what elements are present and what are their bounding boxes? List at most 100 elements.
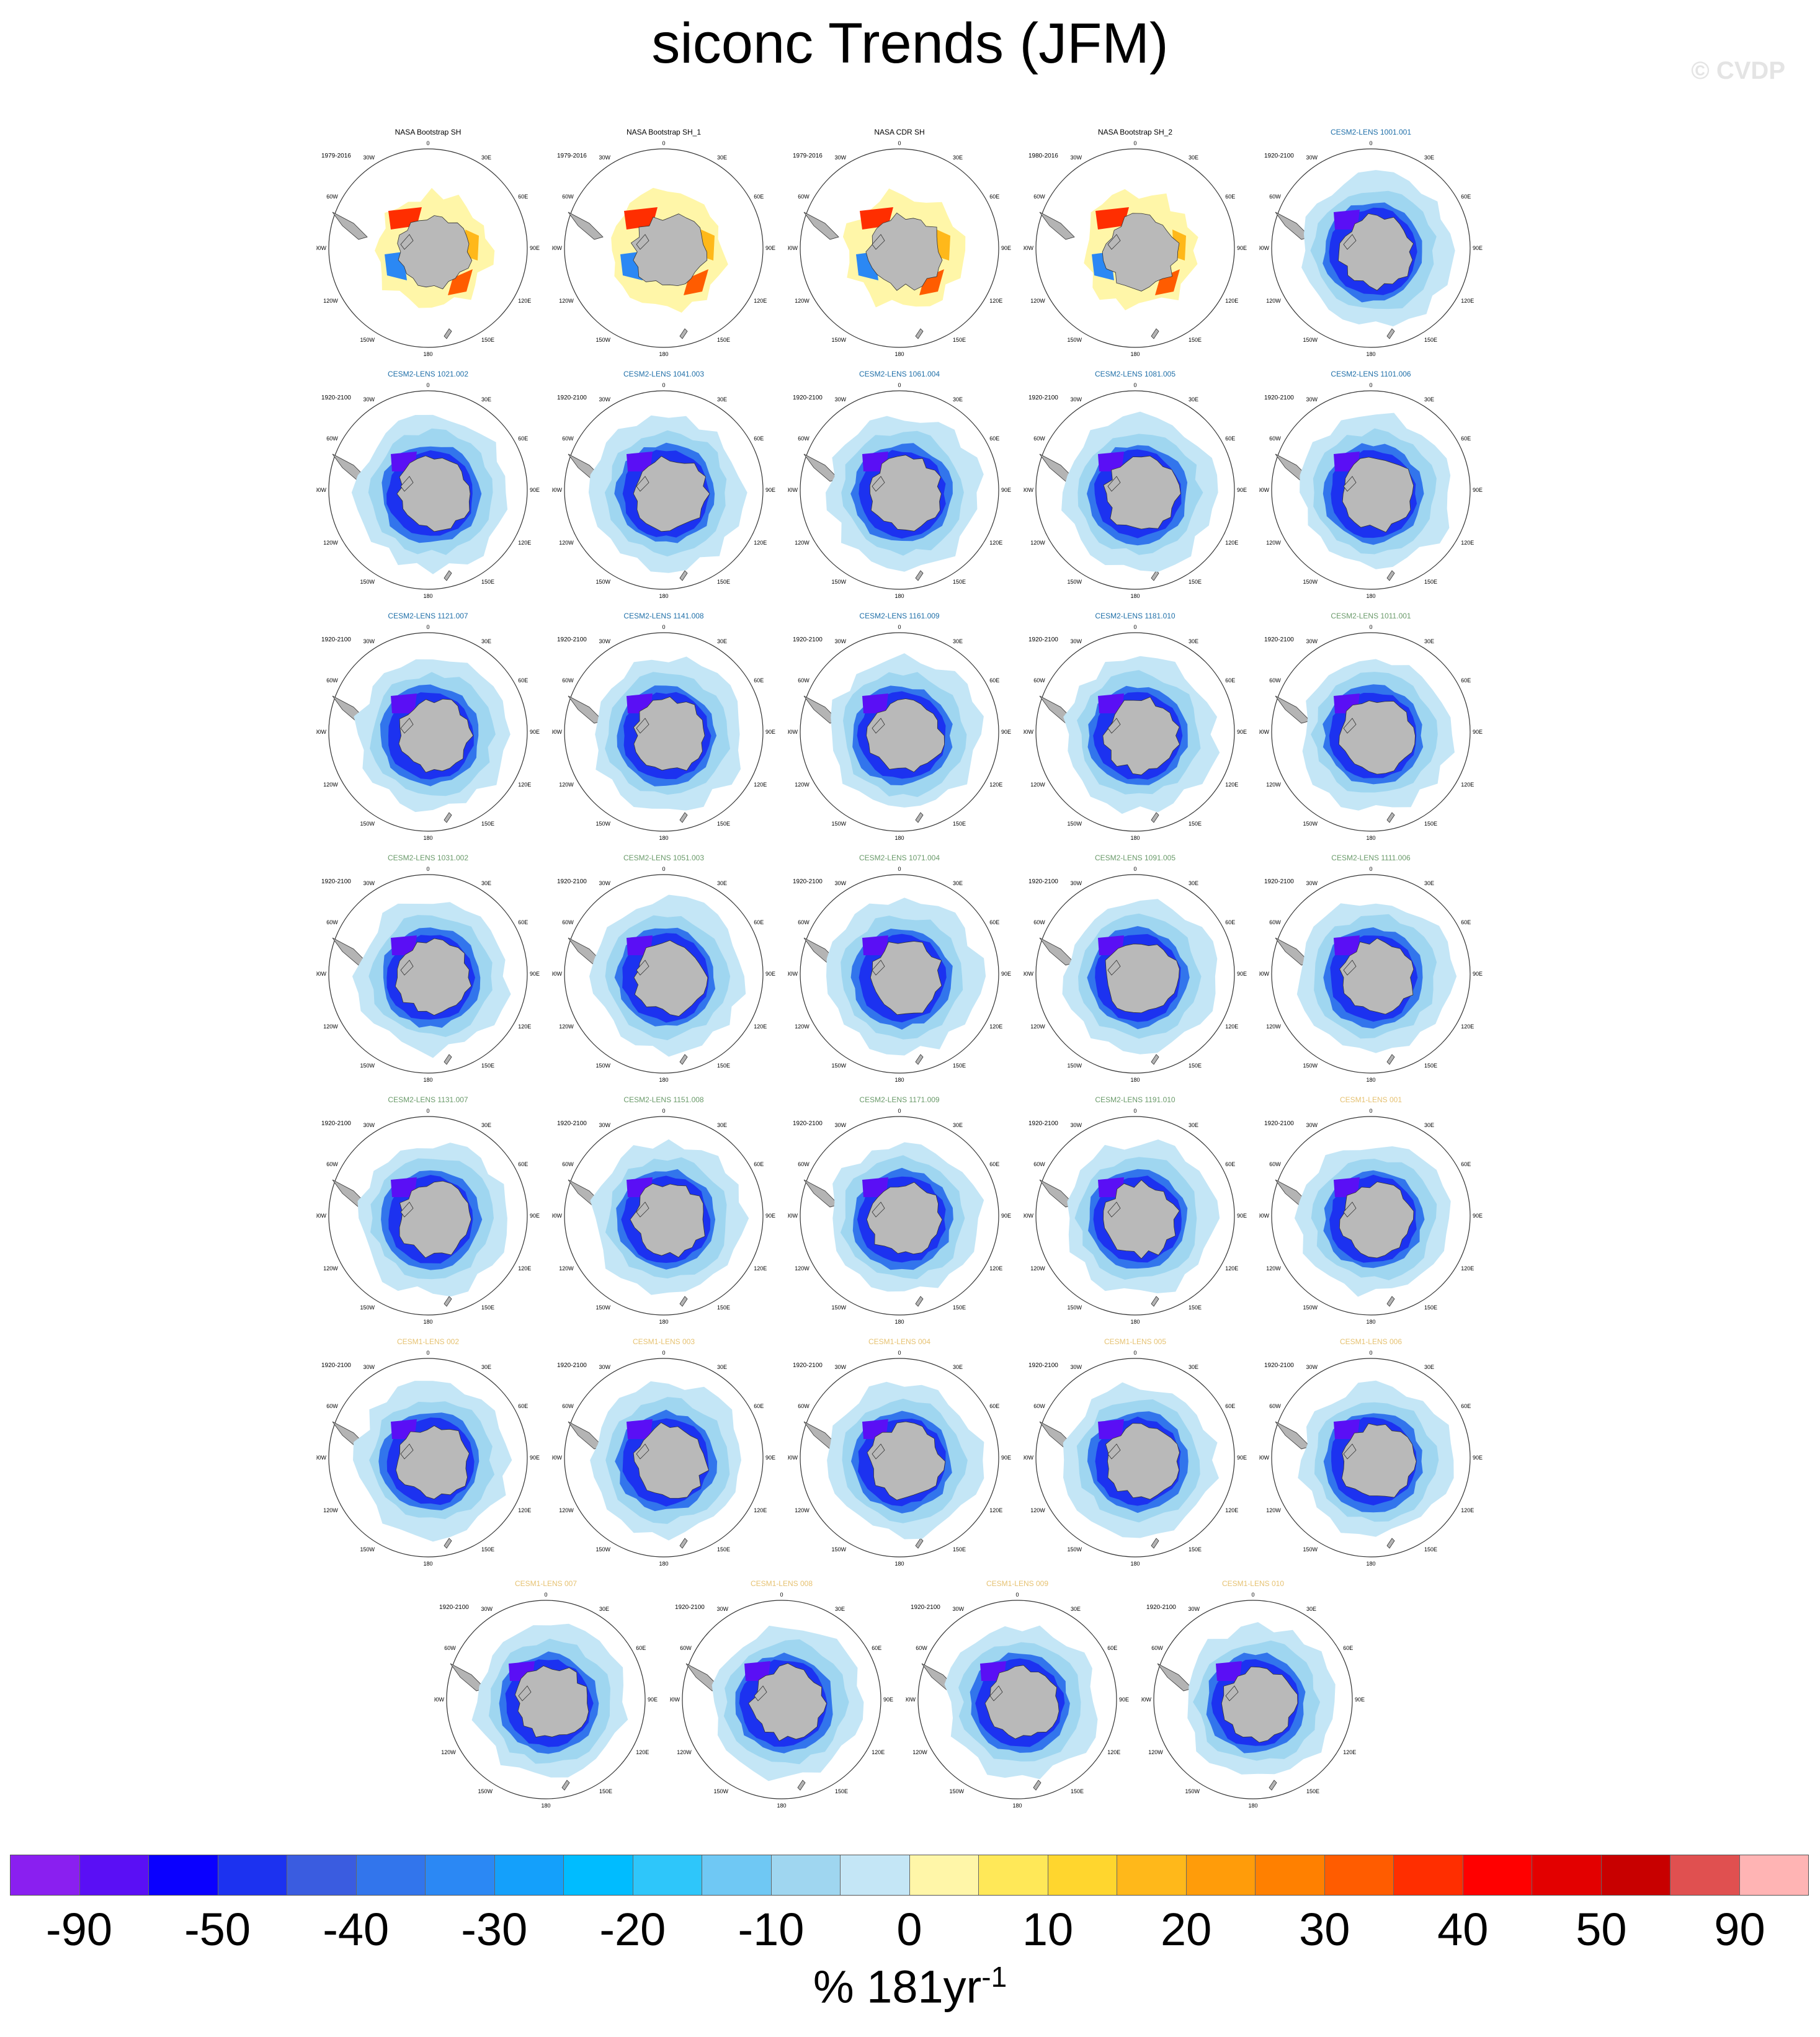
map-coordinate-label: 120W [795,298,810,304]
antarctica-land [1339,938,1414,1015]
map-coordinate-label: 60W [1033,919,1045,925]
panel-period: 1920-2100 [1028,1362,1058,1369]
map-coordinate-label: 120W [1266,298,1281,304]
map-coordinate-label: 180 [423,1077,432,1083]
map-coordinate-label: 180 [659,351,668,357]
map-coordinate-label: 30W [363,154,375,161]
map-coordinate-label: 30W [363,638,375,644]
weddell-sea-trend [1095,207,1129,230]
map-coordinate-label: 120W [559,1023,574,1030]
map-coordinate-label: 60E [754,677,764,684]
panel-grid: NASA Bootstrap SH 1979-2016 0 180 90W 90E 30E 3… [316,128,1483,1811]
colorbar-swatch [149,1855,218,1895]
map-coordinate-label: 30E [1424,1122,1434,1128]
map-coordinate-label: 120E [1343,1749,1356,1755]
map-coordinate-label: 150W [949,1788,964,1794]
map-coordinate-label: 150W [1067,1546,1082,1553]
panel-title: CESM1-LENS 004 [868,1337,931,1346]
weddell-sea-trend [391,693,417,713]
map-coordinate-label: 30W [599,1364,610,1370]
map-coordinate-label: 60E [989,677,999,684]
map-coordinate-label: 150E [953,1546,966,1553]
new-zealand-land [915,570,924,581]
new-zealand-land [1386,1054,1395,1065]
map-coordinate-label: 60E [1461,435,1471,442]
map-coordinate-label: 90W [552,487,562,493]
map-coordinate-label: 60W [326,919,338,925]
panel-title: CESM2-LENS 1111.006 [1331,854,1411,862]
weddell-sea-trend [862,693,888,713]
weddell-sea-trend [862,935,888,955]
map-coordinate-label: 30E [1071,1606,1081,1612]
panel-period: 1920-2100 [321,636,351,643]
ross-sea-trend [919,269,944,295]
antarctica-land [1103,455,1181,530]
map-panel: CESM1-LENS 002 1920-2100 0 180 90W 90E 30E 30W 6… [316,1334,540,1569]
map-coordinate-label: 150E [1424,1304,1437,1311]
south-america-land [1275,695,1311,724]
antarctic-peninsula [1343,234,1357,250]
map-coordinate-label: 30E [1424,154,1434,161]
antarctica-land [866,698,945,773]
antarctica-land [869,455,942,532]
map-coordinate-label: 30E [717,1364,727,1370]
map-coordinate-label: 0 [1369,866,1372,872]
colorbar-tick-label: -90 [46,1904,113,1955]
panel-period: 1979-2016 [557,153,587,159]
map-coordinate-label: 150E [1306,1788,1319,1794]
antarctic-peninsula [872,476,885,492]
new-zealand-land [915,1054,924,1065]
map-panel: CESM1-LENS 007 1920-2100 0 180 90W 90E 30E 30W 6… [434,1576,658,1811]
panel-title: CESM2-LENS 1191.010 [1095,1095,1175,1104]
antarctic-peninsula [400,960,414,976]
polar-map: 0 180 90W 90E 30E 30W 60E 60W 120E 120W 150E 150W [1024,1350,1247,1567]
panel-title: CESM2-LENS 1151.008 [623,1095,704,1104]
map-panel: CESM1-LENS 006 1920-2100 0 180 90W 90E 30E 30W 6… [1259,1334,1483,1569]
map-panel: CESM1-LENS 001 1920-2100 0 180 90W 90E 30E 30W 6… [1259,1092,1483,1327]
weddell-sea-trend [1098,693,1124,713]
ross-sea-trend [1155,269,1180,295]
polar-map: 0 180 90W 90E 30E 30W 60E 60W 120E 120W 150E 150W [552,1350,775,1567]
map-coordinate-label: 180 [659,593,668,599]
map-coordinate-label: 30E [1189,396,1198,403]
map-coordinate-label: 30E [1189,154,1198,161]
panel-title: CESM1-LENS 005 [1104,1337,1167,1346]
antarctic-peninsula [400,1443,414,1460]
map-coordinate-label: 180 [423,593,432,599]
antarctic-peninsula [1107,960,1121,976]
map-coordinate-label: 60E [636,1645,646,1651]
polar-map: 0 180 90W 90E 30E 30W 60E 60W 120E 120W 150E 150W [1259,866,1483,1083]
colorbar-swatch [1186,1855,1256,1895]
polar-map: 0 180 90W 90E 30E 30W 60E 60W 120E 120W 150E 150W [788,1350,1011,1567]
map-coordinate-label: 90E [1237,971,1247,977]
map-coordinate-label: 150W [1303,337,1318,343]
panel-period: 1920-2100 [675,1604,705,1611]
map-coordinate-label: 90E [1473,1455,1483,1461]
antarctic-peninsula [872,1443,885,1460]
map-coordinate-label: 30W [834,154,846,161]
map-coordinate-label: 0 [662,624,665,630]
map-coordinate-label: 120W [1030,298,1045,304]
map-coordinate-label: 60E [754,1161,764,1167]
map-coordinate-label: 30E [1424,638,1434,644]
polar-map: 0 180 90W 90E 30E 30W 60E 60W 120E 120W 150E 150W [552,382,775,599]
colorbar-swatch [287,1855,357,1895]
antarctic-peninsula [1343,960,1357,976]
panel-period: 1920-2100 [439,1604,469,1611]
panel-title: NASA CDR SH [874,128,925,136]
map-coordinate-label: 60E [754,194,764,200]
map-coordinate-label: 0 [1251,1592,1254,1598]
map-coordinate-label: 0 [662,866,665,872]
map-coordinate-label: 30W [1306,638,1318,644]
map-panel: CESM2-LENS 1171.009 1920-2100 0 180 90W 90E 30… [788,1092,1011,1327]
map-coordinate-label: 60E [1107,1645,1117,1651]
map-coordinate-label: 60E [754,1403,764,1409]
map-panel: CESM2-LENS 1061.004 1920-2100 0 180 90W 90E 30… [788,366,1011,602]
map-coordinate-label: 30W [1070,396,1082,403]
polar-map: 0 180 90W 90E 30E 30W 60E 60W 120E 120W 150E 150W [788,866,1011,1083]
map-coordinate-label: 90W [1259,729,1269,735]
map-coordinate-label: 120W [323,1507,338,1513]
antarctic-peninsula [1107,234,1121,250]
panel-title: CESM2-LENS 1051.003 [623,854,705,862]
map-coordinate-label: 0 [662,382,665,388]
